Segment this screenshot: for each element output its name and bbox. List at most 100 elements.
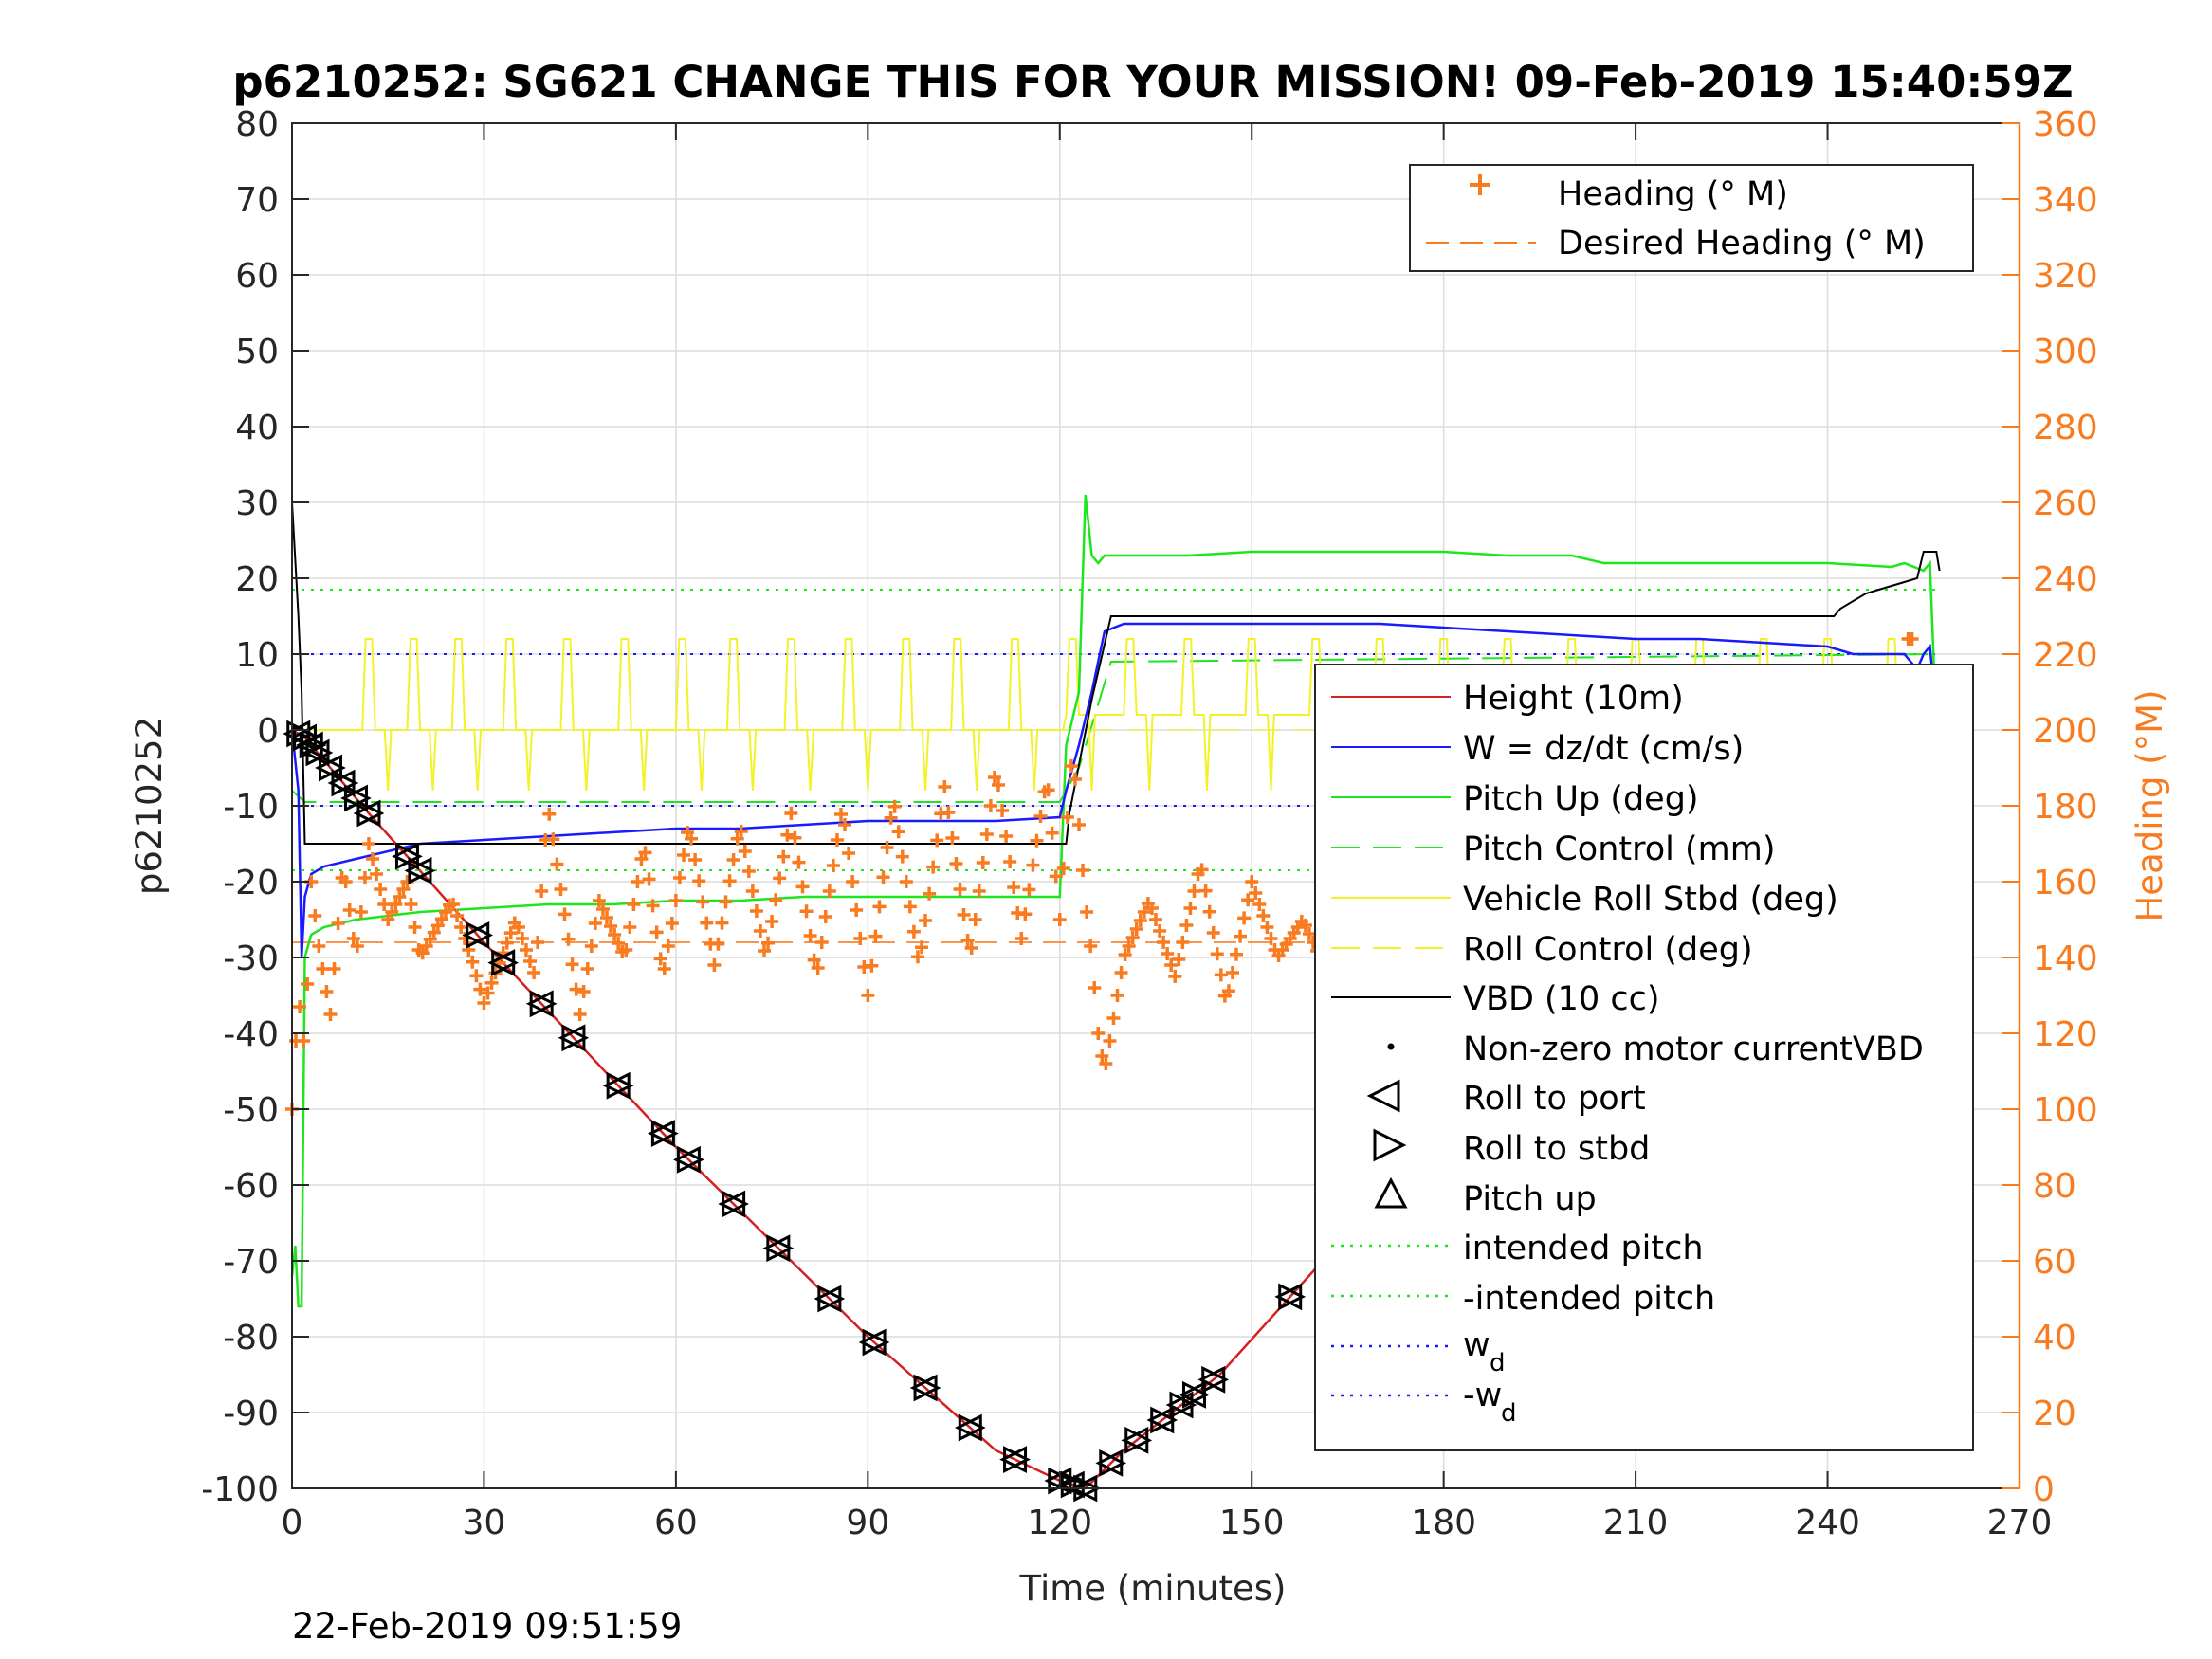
roll-to-stbd-marker bbox=[1278, 1283, 1307, 1311]
heading-point bbox=[891, 825, 905, 839]
heading-point bbox=[960, 934, 975, 947]
y-right-tick-label: 300 bbox=[2033, 333, 2098, 372]
heading-point bbox=[1007, 881, 1021, 894]
roll-to-stbd-marker bbox=[529, 990, 558, 1018]
heading-point bbox=[1149, 913, 1162, 926]
heading-point bbox=[312, 939, 326, 953]
heading-point bbox=[1056, 862, 1070, 875]
heading-point bbox=[707, 958, 722, 972]
heading-point bbox=[350, 939, 364, 953]
heading-point bbox=[685, 831, 699, 846]
heading-point bbox=[595, 902, 610, 916]
legend-roll-stbd-marker bbox=[1373, 1128, 1407, 1162]
heading-point bbox=[419, 939, 433, 953]
x-tick-label: 270 bbox=[1987, 1504, 2053, 1542]
heading-point bbox=[1153, 924, 1167, 938]
x-tick-label: 90 bbox=[846, 1504, 889, 1542]
heading-point bbox=[672, 871, 686, 884]
heading-point bbox=[953, 883, 967, 896]
legend-heading-marker bbox=[1470, 174, 1490, 195]
y-right-tick-label: 340 bbox=[2033, 181, 2098, 220]
heading-point bbox=[919, 914, 933, 927]
heading-point bbox=[692, 874, 706, 888]
heading-point bbox=[1060, 811, 1074, 824]
roll-to-stbd-marker bbox=[958, 1413, 986, 1442]
heading-point bbox=[558, 907, 572, 921]
heading-point bbox=[734, 825, 748, 838]
heading-point bbox=[930, 833, 944, 848]
x-tick-label: 60 bbox=[654, 1504, 698, 1542]
heading-point bbox=[646, 899, 660, 913]
heading-point bbox=[377, 898, 392, 911]
heading-point bbox=[822, 884, 836, 898]
heading-point bbox=[811, 961, 825, 975]
legend-pitch-up-marker bbox=[1374, 1176, 1408, 1209]
y-left-tick-label: 50 bbox=[235, 333, 279, 372]
heading-point bbox=[366, 852, 380, 866]
heading-point bbox=[872, 900, 887, 914]
heading-point bbox=[1237, 911, 1252, 925]
heading-point bbox=[769, 893, 783, 907]
heading-point bbox=[423, 932, 437, 946]
heading-point bbox=[1241, 893, 1255, 907]
heading-point bbox=[473, 982, 487, 996]
heading-point bbox=[608, 928, 622, 941]
heading-point bbox=[454, 921, 468, 934]
heading-point bbox=[761, 936, 776, 950]
roll-to-stbd-marker bbox=[1099, 1449, 1127, 1477]
heading-point bbox=[542, 807, 557, 821]
y-left-tick-label: -80 bbox=[223, 1319, 279, 1358]
y-right-tick-label: 140 bbox=[2033, 939, 2098, 978]
heading-point bbox=[1041, 783, 1055, 797]
heading-point bbox=[1018, 907, 1033, 921]
legend-roll-port-marker bbox=[1366, 1079, 1400, 1113]
heading-point bbox=[1099, 1057, 1113, 1070]
legend-intended-pitch-label: intended pitch bbox=[1463, 1230, 1704, 1267]
heading-point bbox=[515, 932, 529, 945]
heading-point bbox=[807, 953, 821, 967]
heading-point bbox=[503, 926, 518, 940]
heading-point bbox=[438, 905, 452, 919]
heading-point bbox=[861, 989, 875, 1002]
heading-point bbox=[619, 943, 633, 957]
y-axis-label-left: p6210252 bbox=[129, 717, 170, 895]
heading-point bbox=[1225, 966, 1239, 979]
heading-point bbox=[749, 904, 763, 918]
heading-point bbox=[657, 962, 671, 975]
heading-point bbox=[999, 830, 1014, 843]
legend-left-axis-box bbox=[1314, 664, 1974, 1451]
heading-point bbox=[1129, 922, 1143, 936]
heading-point bbox=[1033, 810, 1048, 823]
heading-point bbox=[938, 780, 952, 793]
heading-point bbox=[1264, 932, 1278, 945]
legend-right-axis: Heading (° M) Desired Heading (° M) bbox=[1409, 164, 1974, 272]
legend-wd-label: w bbox=[1463, 1326, 1490, 1364]
heading-point bbox=[1176, 936, 1190, 949]
heading-point bbox=[484, 975, 499, 990]
heading-point bbox=[738, 845, 752, 858]
heading-point bbox=[1103, 1034, 1117, 1048]
x-tick-label: 30 bbox=[463, 1504, 506, 1542]
heading-point bbox=[320, 985, 334, 998]
roll-to-stbd-marker bbox=[561, 1024, 590, 1052]
y-right-tick-label: 360 bbox=[2033, 105, 2098, 144]
heading-point bbox=[1118, 948, 1132, 961]
y-right-tick-label: 260 bbox=[2033, 484, 2098, 523]
y-right-tick-label: 280 bbox=[2033, 409, 2098, 447]
heading-point bbox=[627, 898, 641, 911]
heading-point bbox=[1202, 904, 1216, 919]
y-left-tick-label: -20 bbox=[223, 864, 279, 902]
heading-point bbox=[1245, 875, 1259, 888]
legend-pitch-control-label: Pitch Control (mm) bbox=[1463, 830, 1775, 868]
heading-point bbox=[1905, 632, 1919, 646]
roll-to-stbd-marker bbox=[1181, 1380, 1210, 1409]
legend-vbd-label: VBD (10 cc) bbox=[1463, 980, 1660, 1018]
heading-point bbox=[923, 886, 937, 901]
y-left-tick-label: 70 bbox=[235, 181, 279, 220]
heading-point bbox=[1095, 1049, 1109, 1063]
heading-point bbox=[949, 857, 963, 870]
legend-w-label: W = dz/dt (cm/s) bbox=[1463, 730, 1744, 768]
heading-point bbox=[915, 940, 929, 955]
heading-point bbox=[730, 831, 744, 846]
heading-point bbox=[1045, 826, 1059, 840]
